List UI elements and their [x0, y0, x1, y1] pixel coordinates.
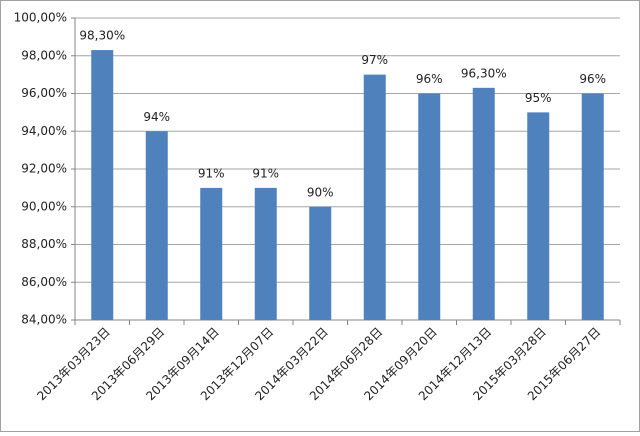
value-label: 94% [143, 110, 170, 124]
value-label: 97% [361, 53, 388, 67]
bar [472, 87, 495, 321]
y-tick-label: 90,00% [21, 199, 67, 213]
bar [91, 50, 114, 321]
bar [200, 187, 223, 320]
value-label: 90% [307, 185, 334, 199]
value-label: 95% [525, 91, 552, 105]
bar [145, 131, 168, 320]
bar [363, 74, 386, 320]
value-label: 96% [416, 72, 443, 86]
y-tick-label: 84,00% [21, 313, 67, 327]
y-tick-label: 100,00% [14, 11, 67, 25]
value-label: 96,30% [461, 66, 507, 80]
y-tick-label: 92,00% [21, 162, 67, 176]
y-tick-label: 96,00% [21, 86, 67, 100]
bar [581, 93, 604, 320]
value-label: 91% [198, 166, 225, 180]
bar [309, 206, 332, 320]
value-label: 96% [579, 72, 606, 86]
y-tick-label: 94,00% [21, 124, 67, 138]
y-tick-label: 86,00% [21, 275, 67, 289]
bar [254, 187, 277, 320]
y-tick-label: 88,00% [21, 237, 67, 251]
value-label: 91% [252, 166, 279, 180]
bar [418, 93, 441, 320]
bar [527, 112, 550, 320]
y-tick-label: 98,00% [21, 48, 67, 62]
value-label: 98,30% [79, 29, 125, 43]
